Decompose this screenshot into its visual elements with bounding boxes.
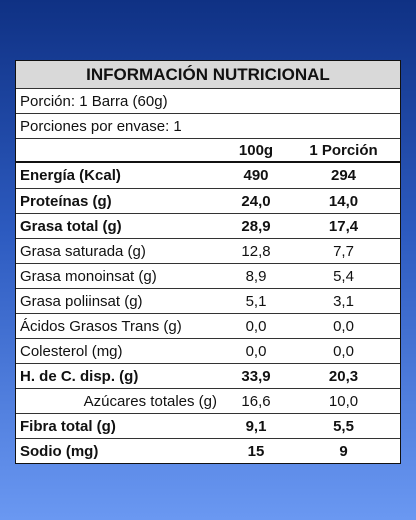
nutrient-label: H. de C. disp. (g) (20, 367, 139, 385)
nutrient-row: Proteínas (g) 24,0 14,0 (16, 188, 400, 213)
nutrient-label: Colesterol (mg) (20, 342, 123, 360)
value-portion: 20,3 (328, 367, 359, 385)
value-portion: 5,5 (333, 417, 354, 435)
value-100g: 33,9 (241, 367, 271, 385)
column-header: 100g (238, 141, 274, 159)
nutrient-label: Ácidos Grasos Trans (g) (20, 317, 182, 335)
value-100g: 8,9 (245, 267, 267, 285)
value-portion: 9 (339, 442, 348, 460)
value-portion: 14,0 (328, 192, 359, 210)
nutrient-label: Grasa saturada (g) (20, 242, 146, 260)
nutrient-row: Fibra total (g) 9,1 5,5 (16, 413, 400, 438)
nutrient-label: Azúcares totales (g) (83, 392, 217, 410)
nutrient-label: Energía (Kcal) (20, 167, 121, 184)
nutrient-label: Grasa poliinsat (g) (20, 292, 143, 310)
value-100g: 15 (247, 442, 265, 460)
value-portion: 5,4 (333, 267, 354, 285)
serving-info: Porción: 1 Barra (60g) (16, 88, 400, 113)
value-100g: 490 (243, 167, 269, 184)
value-portion: 294 (330, 167, 357, 184)
nutrient-label: Grasa monoinsat (g) (20, 267, 157, 285)
nutrient-row: Energía (Kcal) 490 294 (16, 163, 400, 188)
value-portion: 0,0 (333, 317, 354, 335)
value-portion: 17,4 (328, 217, 359, 235)
header-row: 100g 1 Porción (16, 138, 400, 163)
value-100g: 9,1 (245, 417, 267, 435)
nutrient-label: Fibra total (g) (20, 417, 116, 435)
value-100g: 0,0 (245, 317, 267, 335)
value-portion: 7,7 (333, 242, 354, 260)
nutrient-row: Sodio (mg) 15 9 (16, 438, 400, 463)
value-100g: 5,1 (245, 292, 267, 310)
nutrient-row: Ácidos Grasos Trans (g) 0,0 0,0 (16, 313, 400, 338)
value-portion: 10,0 (328, 392, 359, 410)
value-portion: 3,1 (333, 292, 354, 310)
value-100g: 28,9 (241, 217, 271, 235)
table-title: INFORMACIÓN NUTRICIONAL (16, 61, 400, 88)
nutrient-label: Proteínas (g) (20, 192, 112, 210)
nutrient-row: Grasa monoinsat (g) 8,9 5,4 (16, 263, 400, 288)
serving-info: Porciones por envase: 1 (16, 113, 400, 138)
value-100g: 24,0 (241, 192, 271, 210)
value-100g: 0,0 (245, 342, 267, 360)
nutrient-row: Azúcares totales (g) 16,6 10,0 (16, 388, 400, 413)
value-portion: 0,0 (333, 342, 354, 360)
nutrient-row: H. de C. disp. (g) 33,9 20,3 (16, 363, 400, 388)
nutrient-row: Grasa poliinsat (g) 5,1 3,1 (16, 288, 400, 313)
nutrient-row: Grasa total (g) 28,9 17,4 (16, 213, 400, 238)
nutrition-table: INFORMACIÓN NUTRICIONAL Porción: 1 Barra… (15, 60, 401, 464)
nutrient-label: Grasa total (g) (20, 217, 122, 235)
value-100g: 12,8 (241, 242, 271, 260)
column-header: 1 Porción (309, 141, 378, 159)
nutrient-row: Grasa saturada (g) 12,8 7,7 (16, 238, 400, 263)
value-100g: 16,6 (241, 392, 271, 410)
nutrient-row: Colesterol (mg) 0,0 0,0 (16, 338, 400, 363)
nutrient-label: Sodio (mg) (20, 442, 99, 460)
